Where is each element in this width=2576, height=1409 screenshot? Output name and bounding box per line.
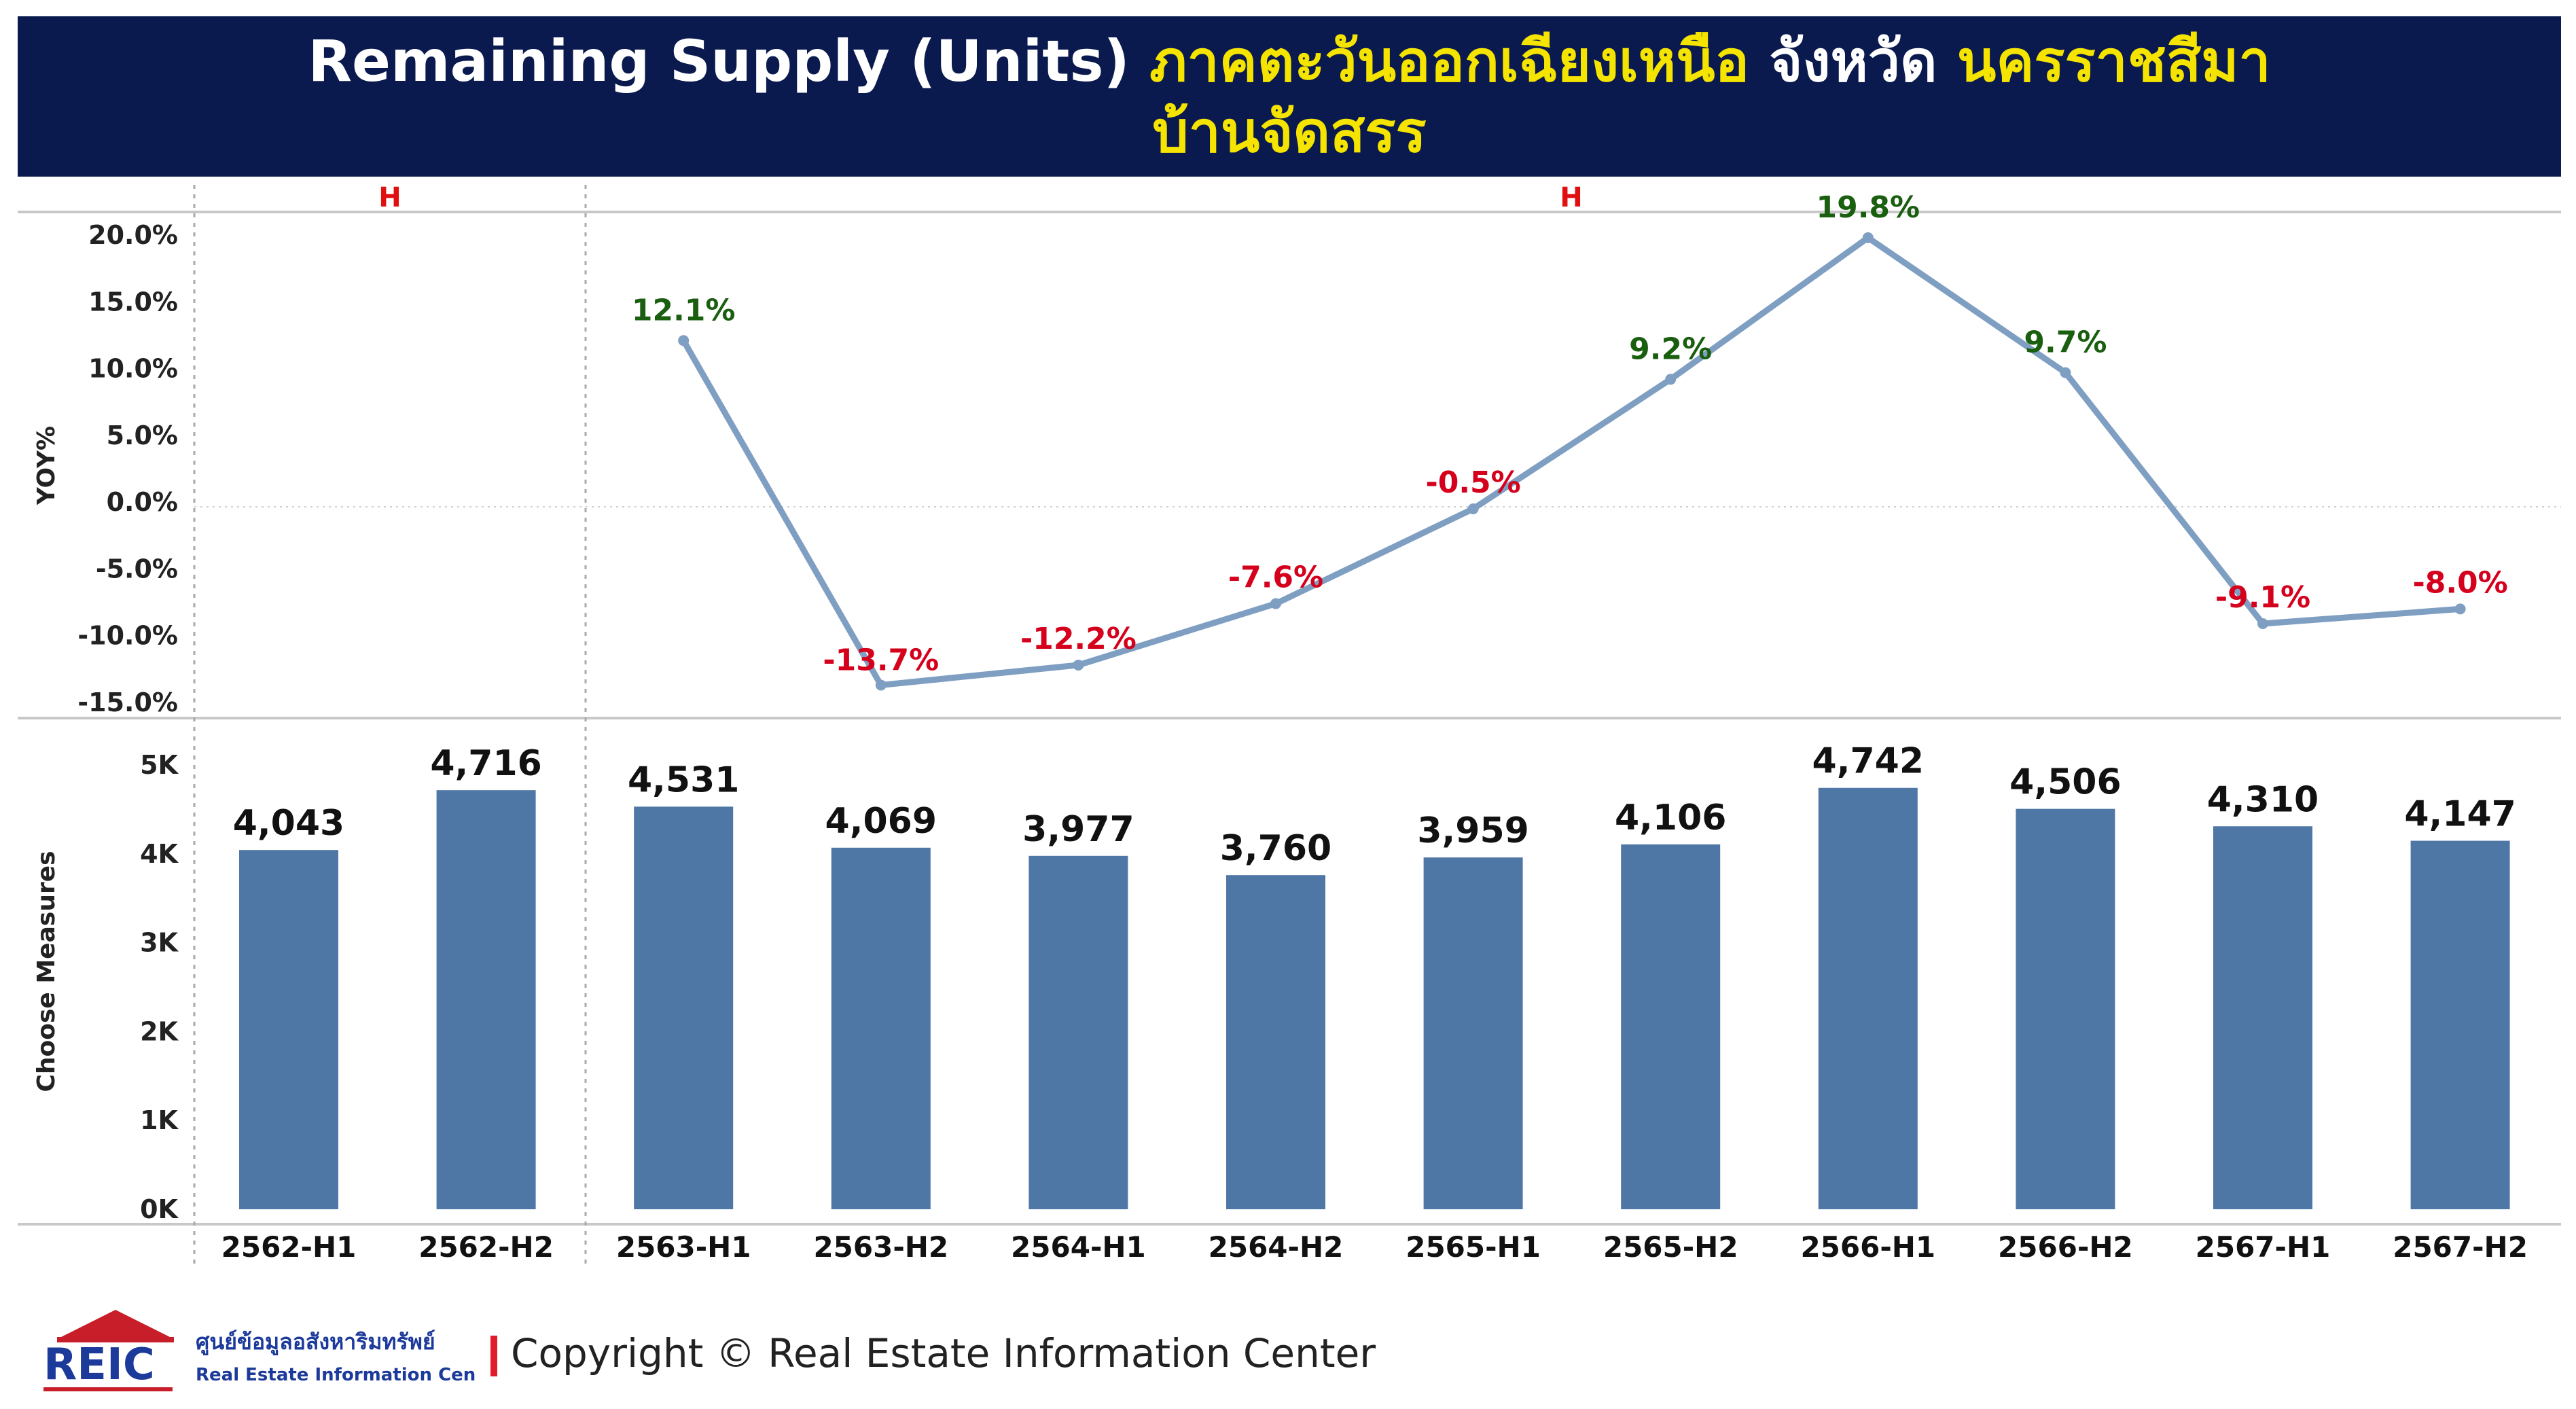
yoy-data-label: -8.0%	[2412, 565, 2507, 600]
bar-value-label: 4,531	[628, 760, 739, 800]
bar-value-label: 4,716	[430, 743, 541, 784]
bar	[1028, 855, 1128, 1209]
yoy-point	[1467, 503, 1479, 514]
bar-value-label: 3,760	[1220, 828, 1331, 869]
title-region: ภาคตะวันออกเฉียงเหนือ	[1149, 28, 1749, 94]
bar	[2213, 826, 2312, 1209]
bottom-y-tick-label: 1K	[140, 1105, 179, 1135]
bar	[634, 806, 734, 1209]
x-tick-label: 2563-H1	[616, 1230, 751, 1264]
x-tick-label: 2564-H1	[1011, 1230, 1146, 1264]
top-y-tick-label: 20.0%	[88, 220, 178, 250]
yoy-data-label: -13.7%	[823, 643, 939, 677]
bar-value-label: 4,742	[1812, 741, 1924, 782]
yoy-data-label: -12.2%	[1020, 622, 1137, 656]
top-y-tick-label: 0.0%	[107, 487, 178, 517]
yoy-line	[681, 234, 2461, 688]
yoy-data-label: -9.1%	[2215, 580, 2310, 615]
yoy-point	[1862, 232, 1874, 243]
yoy-data-label: 12.1%	[632, 293, 736, 327]
x-tick-label: 2564-H2	[1209, 1230, 1344, 1264]
bottom-y-axis-title: Choose Measures	[33, 851, 60, 1092]
bar-value-label: 4,506	[2009, 762, 2121, 803]
reic-logo: REIC ศูนย์ข้อมูลอสังหาริมทรัพย์ Real Est…	[43, 1310, 476, 1391]
logo-roof-bar	[57, 1337, 174, 1342]
bottom-y-tick-label: 4K	[140, 839, 179, 869]
title-line-2: บ้านจัดสรร	[1152, 99, 1427, 165]
top-y-axis-title: YOY%	[33, 426, 60, 505]
section-label-2: H	[1560, 182, 1582, 213]
bar-value-label: 3,959	[1417, 810, 1528, 851]
bar-value-label: 4,106	[1615, 798, 1726, 838]
yoy-point	[678, 335, 690, 346]
x-tick-label: 2567-H2	[2393, 1230, 2528, 1264]
copyright-text: Copyright © Real Estate Information Cent…	[511, 1330, 1376, 1376]
bar-value-label: 4,147	[2404, 794, 2516, 835]
yoy-data-label: 9.7%	[2024, 325, 2107, 359]
yoy-point	[1665, 374, 1677, 385]
logo-thai: ศูนย์ข้อมูลอสังหาริมทรัพย์	[196, 1329, 435, 1356]
title-measure: Remaining Supply (Units)	[308, 28, 1130, 94]
yoy-point	[1073, 659, 1084, 671]
bottom-y-tick-label: 2K	[140, 1016, 179, 1046]
yoy-data-label: 9.2%	[1629, 332, 1712, 366]
bar	[1621, 844, 1721, 1209]
logo-roof	[61, 1310, 170, 1337]
title-line-1: Remaining Supply (Units) ภาคตะวันออกเฉีย…	[18, 26, 2561, 96]
bottom-y-tick-label: 0K	[140, 1194, 179, 1224]
logo-english: Real Estate Information Center	[196, 1365, 476, 1385]
top-y-tick-label: -15.0%	[77, 688, 178, 717]
title-province: นครราชสีมา	[1956, 28, 2271, 94]
bar	[1423, 857, 1523, 1209]
chart-canvas: H H YOY% Choose Measures 20.0% 15.0% 10.0%…	[18, 182, 2561, 1264]
x-tick-label: 2562-H1	[221, 1230, 357, 1264]
bar	[2016, 808, 2115, 1209]
top-y-tick-label: 10.0%	[88, 354, 178, 384]
footer-separator	[490, 1336, 497, 1376]
title-province-label: จังหวัด	[1769, 28, 1937, 94]
bar	[2410, 840, 2510, 1209]
yoy-point	[875, 679, 887, 691]
x-tick-label: 2566-H1	[1800, 1230, 1935, 1264]
logo-text: REIC	[43, 1340, 155, 1390]
bar-value-label: 4,043	[233, 803, 344, 844]
yoy-point	[2060, 367, 2071, 378]
top-y-tick-label: -10.0%	[77, 621, 178, 651]
bar	[1226, 875, 1325, 1209]
yoy-point	[1270, 598, 1281, 609]
section-label-1: H	[378, 182, 401, 213]
x-tick-label: 2563-H2	[813, 1230, 948, 1264]
bar	[831, 847, 931, 1209]
top-y-tick-label: 15.0%	[88, 287, 178, 317]
x-tick-label: 2565-H1	[1406, 1230, 1541, 1264]
yoy-data-label: -7.6%	[1228, 560, 1323, 595]
bar-value-label: 3,977	[1022, 809, 1134, 850]
x-tick-label: 2565-H2	[1603, 1230, 1738, 1264]
bar-value-label: 4,310	[2207, 779, 2319, 820]
yoy-data-label: -0.5%	[1425, 465, 1520, 500]
bar	[239, 850, 338, 1209]
top-y-tick-label: -5.0%	[96, 554, 178, 584]
bar	[1818, 787, 1918, 1209]
x-tick-label: 2562-H2	[418, 1230, 554, 1264]
chart-title-banner: Remaining Supply (Units) ภาคตะวันออกเฉีย…	[18, 16, 2561, 177]
logo-underline	[43, 1387, 173, 1391]
top-y-tick-label: 5.0%	[107, 421, 178, 450]
x-tick-label: 2567-H1	[2196, 1230, 2331, 1264]
bar	[436, 790, 536, 1209]
x-tick-label: 2566-H2	[1998, 1230, 2133, 1264]
bottom-y-tick-label: 5K	[140, 750, 179, 780]
bottom-y-tick-label: 3K	[140, 928, 179, 958]
yoy-point	[2454, 603, 2466, 615]
yoy-data-label: 19.8%	[1816, 190, 1920, 225]
yoy-point	[2257, 618, 2268, 630]
bar-value-label: 4,069	[825, 801, 937, 842]
